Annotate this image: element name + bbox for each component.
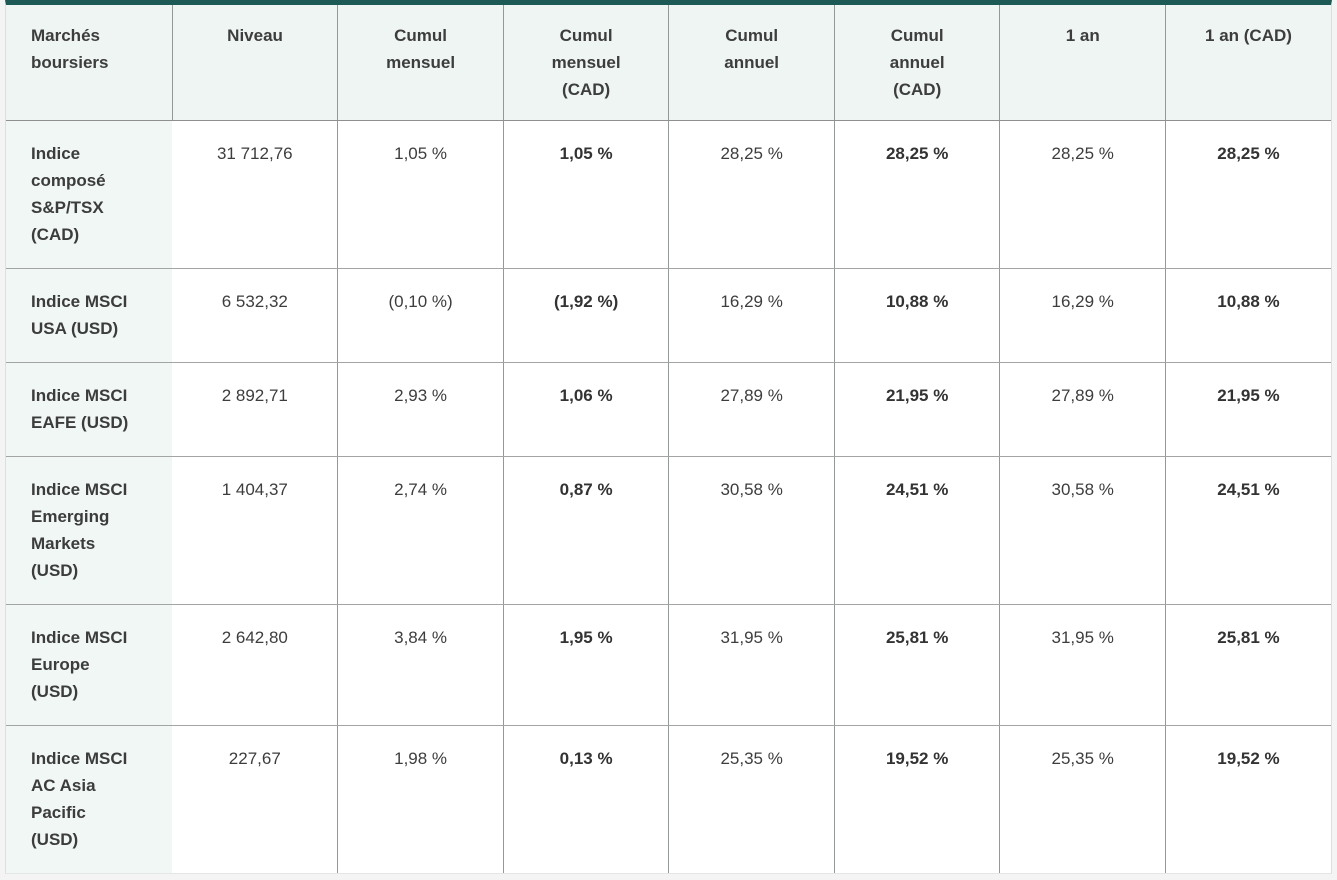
cell-1-an: 30,58 % [999, 456, 1166, 605]
cell-cumul-mensuel: (0,10 %) [337, 268, 504, 363]
cell-cumul-annuel: 28,25 % [668, 120, 835, 269]
cell-1-an-cad: 28,25 % [1165, 120, 1331, 269]
table-row-msci-ac-asia-pacific: Indice MSCI AC Asia Pacific (USD) 227,67… [6, 725, 1331, 873]
cell-cumul-annuel: 31,95 % [668, 604, 835, 726]
table-body: Indice composé S&P/TSX (CAD) 31 712,76 1… [6, 120, 1331, 873]
cell-cumul-mensuel-cad: (1,92 %) [503, 268, 670, 363]
cell-cumul-annuel: 25,35 % [668, 725, 835, 873]
cell-cumul-mensuel: 2,93 % [337, 362, 504, 457]
column-header-1-an: 1 an [999, 5, 1166, 121]
column-header-niveau: Niveau [172, 5, 339, 121]
cell-1-an: 25,35 % [999, 725, 1166, 873]
cell-1-an-cad: 21,95 % [1165, 362, 1331, 457]
cell-cumul-mensuel: 1,98 % [337, 725, 504, 873]
cell-cumul-annuel-cad: 21,95 % [834, 362, 1001, 457]
cell-1-an-cad: 25,81 % [1165, 604, 1331, 726]
cell-cumul-mensuel: 1,05 % [337, 120, 504, 269]
market-indices-table-container: Marchés boursiers Niveau Cumul mensuel C… [5, 0, 1332, 874]
cell-cumul-annuel-cad: 24,51 % [834, 456, 1001, 605]
cell-1-an-cad: 19,52 % [1165, 725, 1331, 873]
cell-niveau: 31 712,76 [172, 120, 339, 269]
table-row-msci-eafe: Indice MSCI EAFE (USD) 2 892,71 2,93 % 1… [6, 362, 1331, 457]
cell-niveau: 227,67 [172, 725, 339, 873]
market-indices-table: Marchés boursiers Niveau Cumul mensuel C… [6, 5, 1331, 873]
cell-cumul-annuel: 16,29 % [668, 268, 835, 363]
column-header-cumul-mensuel: Cumul mensuel [337, 5, 504, 121]
cell-cumul-mensuel-cad: 1,06 % [503, 362, 670, 457]
cell-1-an: 27,89 % [999, 362, 1166, 457]
cell-market-name: Indice MSCI USA (USD) [6, 268, 173, 363]
cell-market-name: Indice composé S&P/TSX (CAD) [6, 120, 173, 269]
cell-cumul-annuel-cad: 28,25 % [834, 120, 1001, 269]
cell-cumul-annuel-cad: 25,81 % [834, 604, 1001, 726]
cell-1-an-cad: 10,88 % [1165, 268, 1331, 363]
table-header: Marchés boursiers Niveau Cumul mensuel C… [6, 5, 1331, 121]
cell-niveau: 6 532,32 [172, 268, 339, 363]
table-row-msci-emerging-markets: Indice MSCI Emerging Markets (USD) 1 404… [6, 456, 1331, 605]
cell-market-name: Indice MSCI AC Asia Pacific (USD) [6, 725, 173, 873]
cell-cumul-annuel: 30,58 % [668, 456, 835, 605]
cell-cumul-mensuel-cad: 1,05 % [503, 120, 670, 269]
cell-market-name: Indice MSCI Europe (USD) [6, 604, 173, 726]
cell-cumul-mensuel: 3,84 % [337, 604, 504, 726]
cell-cumul-annuel-cad: 19,52 % [834, 725, 1001, 873]
column-header-cumul-mensuel-cad: Cumul mensuel (CAD) [503, 5, 670, 121]
cell-1-an: 31,95 % [999, 604, 1166, 726]
table-row-msci-europe: Indice MSCI Europe (USD) 2 642,80 3,84 %… [6, 604, 1331, 726]
column-header-marches-boursiers: Marchés boursiers [6, 5, 173, 121]
cell-1-an: 16,29 % [999, 268, 1166, 363]
table-row-sp-tsx: Indice composé S&P/TSX (CAD) 31 712,76 1… [6, 120, 1331, 269]
table-row-msci-usa: Indice MSCI USA (USD) 6 532,32 (0,10 %) … [6, 268, 1331, 363]
cell-cumul-annuel-cad: 10,88 % [834, 268, 1001, 363]
column-header-cumul-annuel: Cumul annuel [668, 5, 835, 121]
cell-cumul-mensuel: 2,74 % [337, 456, 504, 605]
cell-cumul-annuel: 27,89 % [668, 362, 835, 457]
cell-niveau: 2 892,71 [172, 362, 339, 457]
column-header-1-an-cad: 1 an (CAD) [1165, 5, 1331, 121]
cell-cumul-mensuel-cad: 0,13 % [503, 725, 670, 873]
cell-1-an: 28,25 % [999, 120, 1166, 269]
header-row: Marchés boursiers Niveau Cumul mensuel C… [6, 5, 1331, 121]
cell-cumul-mensuel-cad: 1,95 % [503, 604, 670, 726]
cell-niveau: 2 642,80 [172, 604, 339, 726]
cell-market-name: Indice MSCI EAFE (USD) [6, 362, 173, 457]
cell-niveau: 1 404,37 [172, 456, 339, 605]
column-header-cumul-annuel-cad: Cumul annuel (CAD) [834, 5, 1001, 121]
cell-cumul-mensuel-cad: 0,87 % [503, 456, 670, 605]
cell-1-an-cad: 24,51 % [1165, 456, 1331, 605]
cell-market-name: Indice MSCI Emerging Markets (USD) [6, 456, 173, 605]
